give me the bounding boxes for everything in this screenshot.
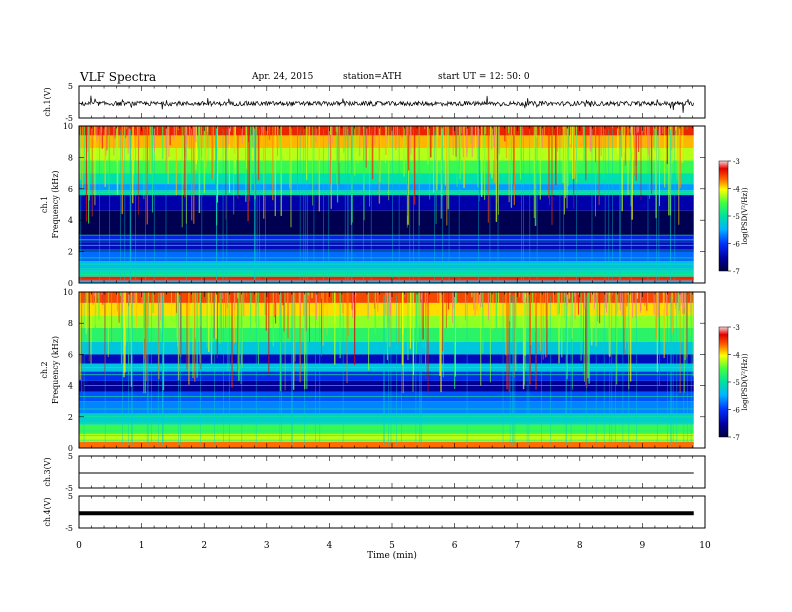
- y-axis-label-frequency: Frequency (kHz): [51, 336, 60, 404]
- y-tick-label: 5: [68, 452, 73, 461]
- spectral-band: [79, 173, 694, 185]
- start-time-label: start UT = 12: 50: 0: [438, 72, 530, 82]
- colorbar-tick-label: -5: [733, 213, 740, 221]
- spectral-band: [79, 251, 694, 262]
- spectral-band: [79, 441, 694, 448]
- spectral-band: [79, 195, 694, 211]
- spectral-band: [79, 210, 694, 236]
- x-tick-label: 4: [327, 541, 333, 551]
- colorbar-tick-label: -6: [733, 241, 740, 249]
- y-tick-label: -5: [65, 524, 73, 533]
- spectrogram-1: [79, 126, 694, 283]
- y-tick-label: 0: [68, 279, 73, 288]
- spectral-band: [79, 413, 694, 425]
- x-tick-label: 0: [76, 541, 82, 551]
- spectral-band: [79, 235, 694, 243]
- spectral-band: [79, 242, 694, 252]
- spectral-band: [79, 276, 694, 281]
- colorbar-label: log(PSD(V²/Hz)): [741, 353, 749, 410]
- y-tick-label: 5: [68, 492, 73, 501]
- y-tick-label: 2: [68, 413, 73, 422]
- y-axis-label: ch.3(V): [43, 457, 52, 486]
- y-tick-label: 6: [68, 185, 73, 194]
- y-tick-label: 8: [68, 319, 73, 328]
- y-tick-label: 0: [68, 444, 73, 453]
- spectral-band: [79, 270, 694, 277]
- y-tick-label: 10: [63, 288, 73, 297]
- x-tick-label: 1: [139, 541, 145, 551]
- colorbar-tick-label: -7: [733, 268, 740, 276]
- y-tick-label: 8: [68, 153, 73, 162]
- spectral-band: [79, 433, 694, 442]
- colorbar-tick-label: -4: [733, 186, 740, 194]
- date-label: Apr. 24, 2015: [252, 72, 314, 82]
- y-axis-label: ch.4(V): [43, 497, 52, 526]
- x-tick-label: 7: [514, 541, 520, 551]
- station-label: station=ATH: [343, 72, 402, 82]
- y-axis-label: ch.1(V): [43, 87, 52, 116]
- x-tick-label: 6: [452, 541, 458, 551]
- y-tick-label: 5: [68, 82, 73, 91]
- ch1-waveform-line: [78, 95, 694, 113]
- colorbar: [718, 160, 729, 272]
- spectral-band: [79, 280, 694, 283]
- colorbar-tick-label: -4: [733, 352, 740, 360]
- chart-title: VLF Spectra: [80, 70, 157, 84]
- spectral-band: [79, 401, 694, 414]
- y-axis-label-channel: ch.2: [40, 361, 49, 378]
- y-axis-label-channel: ch.1: [40, 196, 49, 213]
- colorbar-tick-label: -3: [733, 324, 740, 332]
- y-tick-label: 10: [63, 122, 73, 131]
- y-tick-label: -5: [65, 484, 73, 493]
- x-tick-label: 10: [699, 541, 711, 551]
- x-tick-label: 2: [201, 541, 207, 551]
- colorbar-tick-label: -5: [733, 379, 740, 387]
- spectral-band: [79, 292, 694, 303]
- spectral-band: [79, 424, 694, 434]
- spectral-band: [79, 380, 694, 392]
- y-tick-label: 2: [68, 248, 73, 257]
- spectral-band: [79, 371, 694, 381]
- spectral-band: [79, 160, 694, 174]
- colorbar-tick-label: -3: [733, 158, 740, 166]
- spectral-band: [79, 354, 694, 364]
- spectral-band: [79, 341, 694, 355]
- x-tick-label: 9: [640, 541, 646, 551]
- y-axis-label-frequency: Frequency (kHz): [51, 170, 60, 238]
- y-tick-label: 4: [68, 382, 73, 391]
- spectral-band: [79, 184, 694, 191]
- y-tick-label: 4: [68, 216, 73, 225]
- spectrogram-2: [78, 292, 694, 448]
- colorbar: [718, 326, 729, 438]
- spectral-band: [79, 327, 694, 342]
- x-tick-label: 3: [264, 541, 270, 551]
- y-tick-label: 6: [68, 350, 73, 359]
- spectral-band: [79, 261, 694, 271]
- x-tick-label: 8: [577, 541, 583, 551]
- colorbar-tick-label: -7: [733, 434, 740, 442]
- colorbar-label: log(PSD(V²/Hz)): [741, 187, 749, 244]
- colorbar-tick-label: -6: [733, 407, 740, 415]
- x-tick-label: 5: [389, 541, 395, 551]
- y-tick-label: -5: [65, 114, 73, 123]
- x-axis-label: Time (min): [367, 550, 417, 561]
